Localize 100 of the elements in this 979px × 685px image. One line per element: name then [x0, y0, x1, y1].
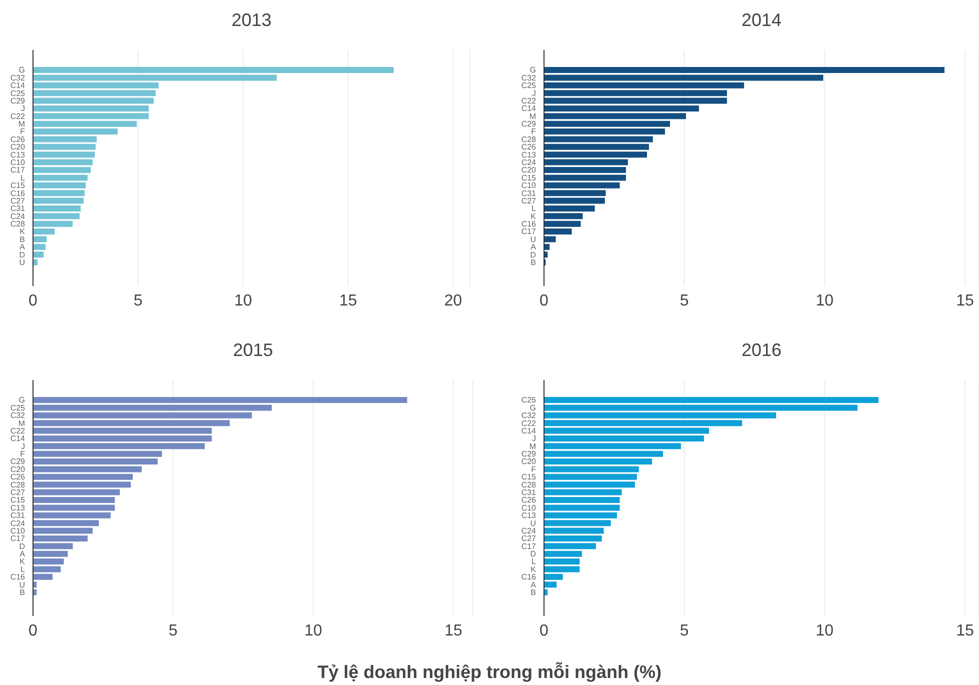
- y-tick-label: C17: [521, 542, 537, 551]
- y-tick-label: M: [18, 120, 26, 129]
- y-tick-label: C26: [521, 142, 537, 152]
- y-tick-label: C14: [521, 426, 537, 436]
- x-tick-label: 5: [134, 292, 143, 310]
- y-tick-label: C15: [521, 173, 537, 182]
- y-tick-label: C14: [521, 104, 537, 114]
- y-tick-label: C25: [10, 403, 26, 412]
- y-tick-label: C24: [521, 526, 537, 536]
- y-tick-label: C16: [521, 572, 537, 582]
- chart-title: 2014: [740, 10, 783, 31]
- y-tick-label: C25: [521, 396, 537, 405]
- x-tick-label: 5: [680, 622, 689, 640]
- y-tick-label: C27: [521, 534, 537, 544]
- y-tick-label: D: [19, 250, 26, 260]
- y-tick-label: A: [20, 550, 26, 559]
- y-tick-label: C27: [10, 488, 26, 497]
- y-tick-label: K: [20, 227, 26, 236]
- x-axis-title: Tỷ lệ doanh nghiệp trong mỗi ngành (%): [316, 662, 662, 683]
- y-tick-label: C22: [10, 426, 26, 436]
- y-tick-label: C27: [521, 196, 537, 206]
- y-tick-label: C15: [521, 472, 537, 482]
- x-tick-label: 10: [234, 292, 252, 310]
- y-tick-label: C28: [521, 134, 537, 144]
- y-tick-label: C10: [521, 503, 537, 512]
- y-tick-label: J: [21, 442, 25, 451]
- y-tick-label: C20: [521, 457, 537, 466]
- y-tick-label: K: [530, 564, 537, 574]
- y-tick-label: C22: [521, 418, 537, 428]
- y-tick-label: B: [20, 588, 25, 597]
- y-tick-label: C13: [10, 503, 26, 512]
- y-tick-label: M: [529, 442, 536, 451]
- y-tick-label: C13: [521, 150, 537, 160]
- y-tick-label: L: [532, 557, 537, 566]
- y-tick-label: D: [19, 542, 26, 551]
- y-tick-label: C31: [521, 488, 537, 497]
- y-tick-label: C16: [521, 220, 537, 229]
- y-tick-label: C26: [521, 496, 537, 505]
- y-tick-label: C16: [10, 572, 26, 582]
- chart-title: 2015: [232, 340, 274, 361]
- y-tick-label: F: [531, 127, 536, 136]
- y-tick-label: C28: [10, 220, 26, 229]
- y-tick-label: M: [18, 418, 26, 428]
- x-tick-label: 0: [28, 292, 38, 310]
- y-tick-label: D: [530, 250, 536, 260]
- y-tick-label: K: [530, 212, 537, 221]
- y-tick-label: C32: [10, 411, 26, 420]
- x-tick-label: 10: [816, 622, 834, 640]
- y-tick-label: B: [20, 234, 25, 244]
- x-tick-label: 15: [444, 622, 462, 640]
- y-tick-label: C29: [10, 457, 26, 466]
- x-tick-label: 15: [339, 292, 358, 310]
- y-tick-label: C25: [521, 81, 537, 90]
- y-tick-label: M: [529, 112, 536, 121]
- y-tick-label: C32: [10, 73, 26, 82]
- y-tick-label: C17: [521, 227, 537, 236]
- y-tick-label: U: [19, 580, 26, 590]
- chart-title: 2016: [740, 340, 783, 361]
- y-tick-label: L: [532, 204, 537, 214]
- x-tick-label: 15: [956, 292, 974, 310]
- y-tick-label: L: [20, 173, 26, 182]
- y-tick-label: A: [530, 242, 537, 252]
- y-tick-label: C16: [10, 188, 26, 198]
- x-tick-label: 20: [444, 292, 462, 310]
- y-tick-label: C15: [10, 496, 26, 505]
- y-tick-label: F: [20, 450, 26, 459]
- y-tick-label: C29: [521, 120, 537, 129]
- y-tick-label: C15: [10, 181, 26, 190]
- chart-title: 2013: [230, 10, 273, 31]
- y-tick-label: A: [530, 580, 537, 590]
- y-tick-label: B: [530, 258, 536, 267]
- y-tick-label: C29: [10, 96, 26, 106]
- y-tick-label: C28: [521, 480, 537, 490]
- y-tick-label: C29: [521, 450, 537, 459]
- y-tick-label: K: [20, 557, 26, 566]
- y-tick-label: J: [532, 88, 536, 98]
- y-tick-label: C26: [10, 472, 26, 482]
- y-tick-label: C10: [10, 526, 26, 536]
- y-tick-label: C13: [521, 511, 537, 520]
- y-tick-label: C31: [10, 511, 26, 520]
- y-tick-label: L: [20, 564, 26, 574]
- x-tick-label: 0: [28, 622, 38, 640]
- y-tick-label: C27: [10, 196, 26, 206]
- y-tick-label: C32: [521, 73, 537, 82]
- x-tick-label: 10: [304, 622, 322, 640]
- y-tick-label: C32: [521, 411, 537, 420]
- y-tick-label: C24: [10, 212, 26, 221]
- y-tick-label: C13: [10, 150, 26, 160]
- x-tick-label: 5: [168, 622, 178, 640]
- y-tick-label: C10: [521, 181, 537, 190]
- y-tick-label: G: [18, 66, 25, 75]
- y-tick-label: C14: [10, 81, 26, 90]
- y-tick-label: J: [21, 104, 25, 114]
- y-tick-label: C17: [10, 534, 26, 544]
- y-tick-label: C22: [10, 112, 26, 121]
- y-tick-label: U: [19, 258, 26, 267]
- y-tick-label: C28: [10, 480, 26, 490]
- y-tick-label: C10: [10, 158, 26, 167]
- x-tick-label: 0: [540, 622, 549, 640]
- y-tick-label: C24: [521, 158, 537, 167]
